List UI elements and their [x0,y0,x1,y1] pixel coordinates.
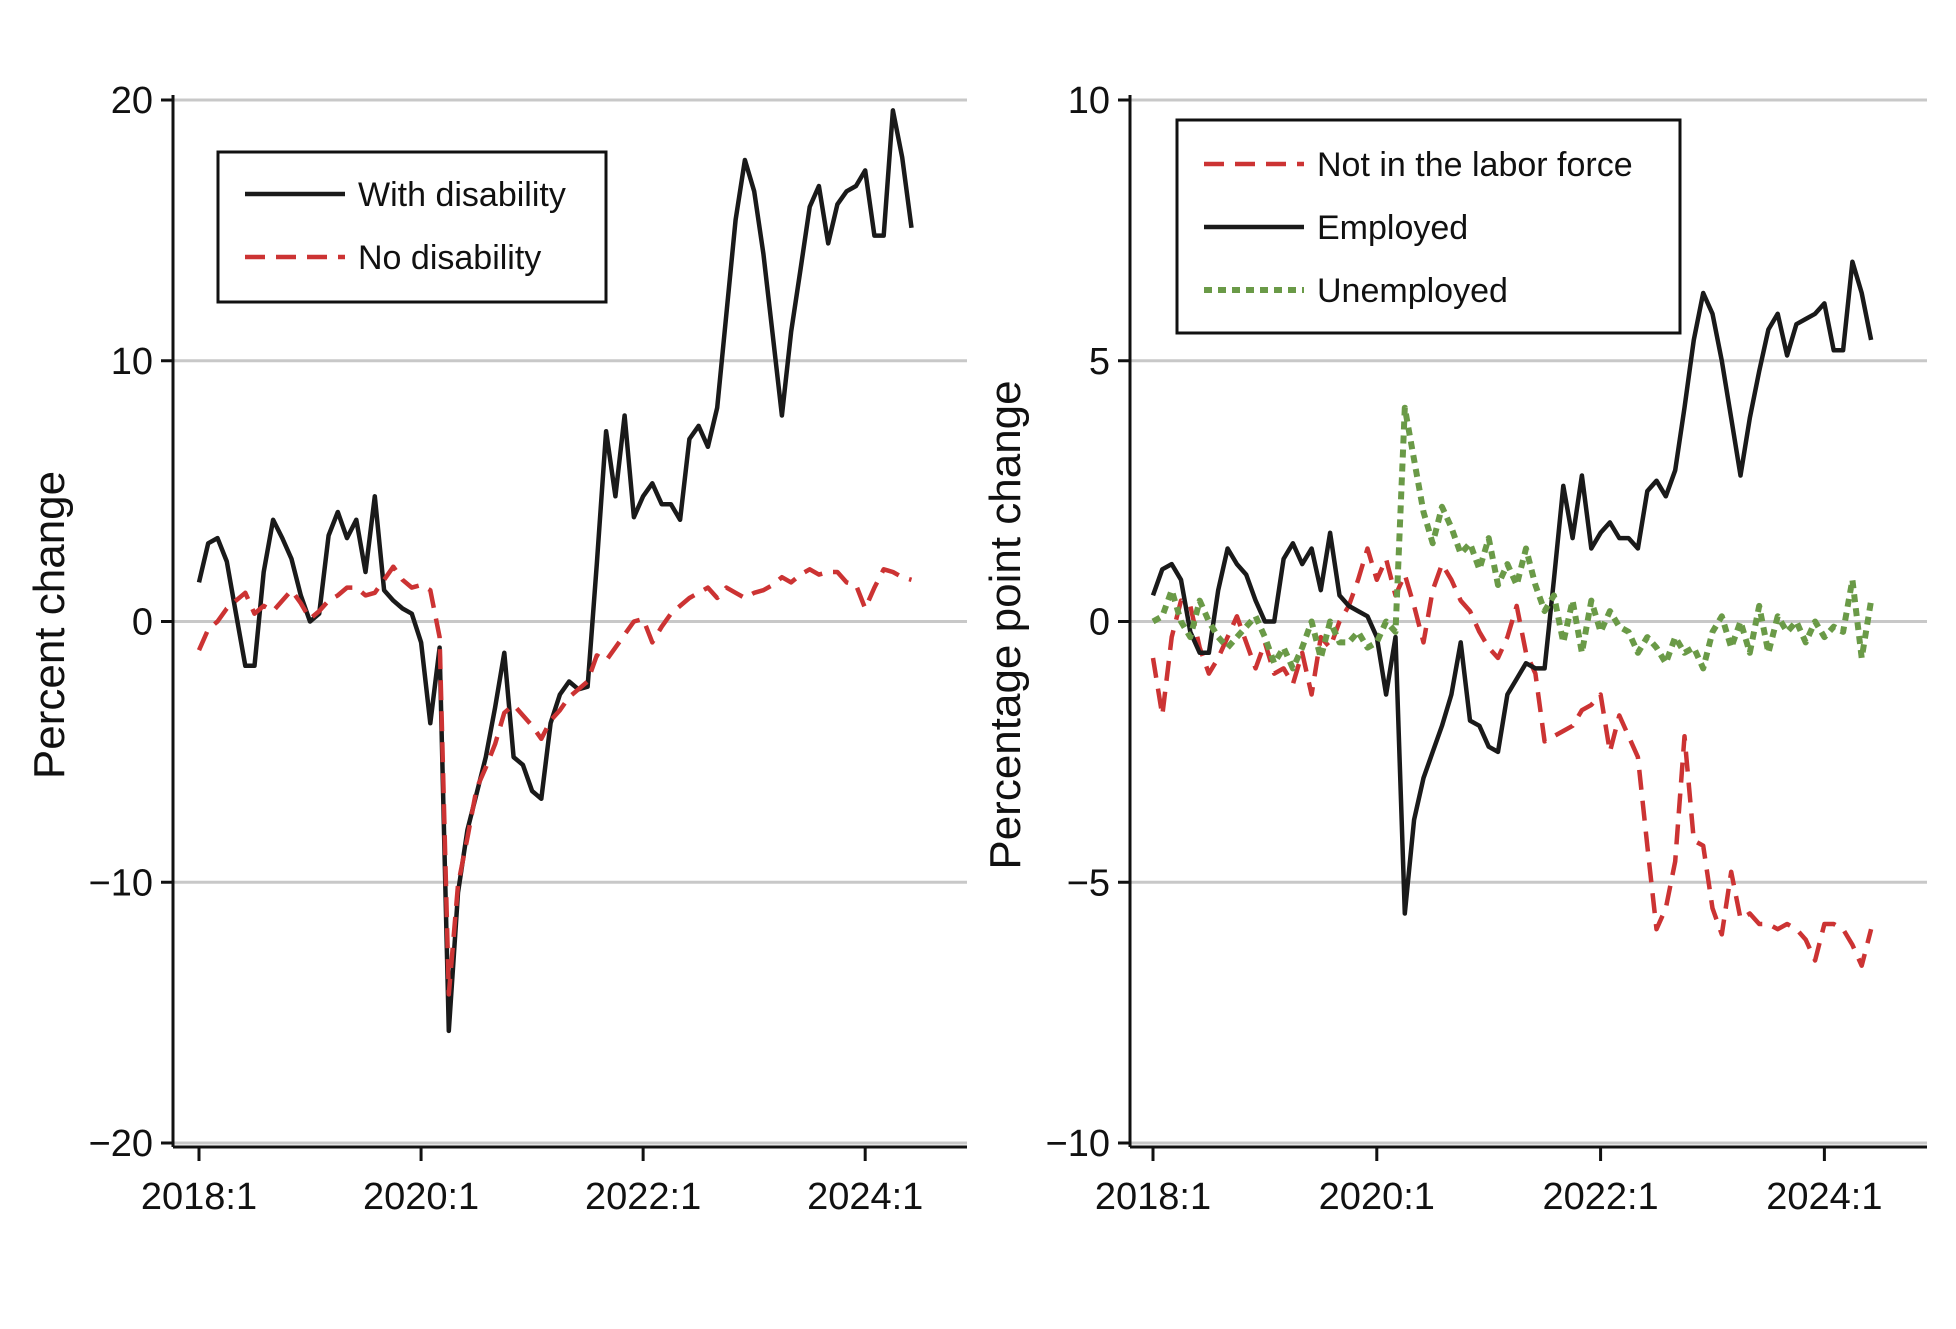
legend-box [216,150,608,304]
x-tick-label: 2020:1 [1319,1176,1435,1218]
x-tick-label: 2022:1 [585,1176,701,1218]
y-tick-label: 10 [111,341,153,383]
legend-label: Not in the labor force [1317,146,1633,184]
x-tick-label: 2020:1 [363,1176,479,1218]
y-tick-label: −10 [1046,1123,1110,1165]
y-tick-label: −5 [1067,862,1110,904]
y-tick-label: 20 [111,80,153,122]
legend: Not in the labor force Employed Unemployed [1175,118,1682,335]
legend-label: Unemployed [1317,272,1508,310]
x-tick-label: 2018:1 [1095,1176,1211,1218]
y-axis-title: Percent change [25,471,74,779]
right-panel-labor-force-status: 10 5 0 −5 −10 2018:1 2020:1 2022:1 2024:1 Percent… [981,80,1927,1218]
y-tick-label: 10 [1068,80,1110,122]
x-tick-label: 2022:1 [1542,1176,1658,1218]
x-tick-label: 2024:1 [807,1176,923,1218]
y-tick-label: 0 [1089,602,1110,644]
y-tick-label: 5 [1089,341,1110,383]
legend: With disability No disability [216,150,608,304]
series-line-employed [1150,259,1874,916]
legend-label: No disability [358,239,541,277]
legend-label: With disability [358,176,566,214]
left-panel-disability-status: 20 10 0 −10 −20 2018:1 2020:1 2022:1 2024:1 Perce… [25,80,967,1218]
legend-label: Employed [1317,209,1468,247]
x-tick-label: 2024:1 [1766,1176,1882,1218]
series-line-unemployed [1151,404,1875,672]
series-line-not-in-the-labor-force [1150,546,1874,968]
y-tick-label: −20 [89,1123,153,1165]
x-tick-label: 2018:1 [141,1176,257,1218]
y-tick-label: 0 [132,602,153,644]
y-axis-title: Percentage point change [981,380,1030,869]
series-line-no-disability [196,564,913,997]
y-tick-label: −10 [89,862,153,904]
